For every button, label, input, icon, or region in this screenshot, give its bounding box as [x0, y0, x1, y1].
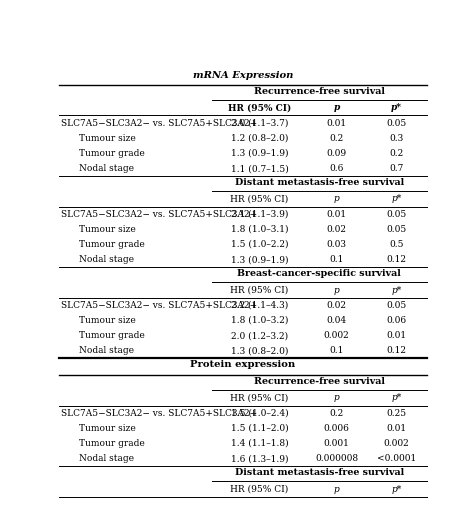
Text: 0.12: 0.12 [386, 346, 406, 356]
Text: Tumour grade: Tumour grade [80, 149, 145, 158]
Text: 0.2: 0.2 [389, 149, 403, 158]
Text: p: p [334, 393, 339, 402]
Text: 0.12: 0.12 [386, 255, 406, 264]
Text: Recurrence-free survival: Recurrence-free survival [254, 87, 384, 95]
Text: 0.04: 0.04 [327, 316, 346, 325]
Text: Tumour grade: Tumour grade [80, 439, 145, 448]
Text: HR (95% CI): HR (95% CI) [230, 195, 289, 203]
Text: 2.1 (1.1–3.9): 2.1 (1.1–3.9) [231, 210, 288, 218]
Text: 1.4 (1.1–1.8): 1.4 (1.1–1.8) [231, 439, 288, 448]
Text: Tumour size: Tumour size [80, 316, 136, 325]
Text: Protein expression: Protein expression [190, 360, 296, 369]
Text: 2.0 (1.2–3.2): 2.0 (1.2–3.2) [231, 331, 288, 340]
Text: 0.2: 0.2 [329, 408, 344, 418]
Text: Tumour size: Tumour size [80, 225, 136, 234]
Text: HR (95% CI): HR (95% CI) [230, 393, 289, 402]
Text: HR (95% CI): HR (95% CI) [230, 285, 289, 295]
Text: p: p [334, 103, 340, 112]
Text: 0.002: 0.002 [324, 331, 349, 340]
Text: 1.1 (0.7–1.5): 1.1 (0.7–1.5) [230, 164, 288, 173]
Text: 0.3: 0.3 [389, 134, 403, 143]
Text: SLC7A5−SLC3A2− vs. SLC7A5+SLC3A2+: SLC7A5−SLC3A2− vs. SLC7A5+SLC3A2+ [61, 408, 257, 418]
Text: 1.3 (0.9–1.9): 1.3 (0.9–1.9) [231, 255, 288, 264]
Text: 1.5 (1.0–2.2): 1.5 (1.0–2.2) [231, 240, 288, 249]
Text: 0.05: 0.05 [386, 301, 406, 310]
Text: p: p [334, 195, 339, 203]
Text: 0.7: 0.7 [389, 164, 403, 173]
Text: 0.02: 0.02 [327, 225, 346, 234]
Text: SLC7A5−SLC3A2− vs. SLC7A5+SLC3A2+: SLC7A5−SLC3A2− vs. SLC7A5+SLC3A2+ [61, 210, 257, 218]
Text: 0.01: 0.01 [386, 331, 406, 340]
Text: 0.01: 0.01 [327, 210, 346, 218]
Text: Distant metastasis-free survival: Distant metastasis-free survival [235, 178, 404, 187]
Text: Tumour grade: Tumour grade [80, 240, 145, 249]
Text: 0.1: 0.1 [329, 255, 344, 264]
Text: p: p [334, 285, 339, 295]
Text: 0.09: 0.09 [327, 149, 346, 158]
Text: 1.5 (1.0–2.4): 1.5 (1.0–2.4) [231, 408, 288, 418]
Text: mRNA Expression: mRNA Expression [193, 72, 293, 80]
Text: p*: p* [391, 393, 401, 402]
Text: p*: p* [391, 195, 401, 203]
Text: p*: p* [391, 485, 401, 494]
Text: Breast-cancer-specific survival: Breast-cancer-specific survival [237, 269, 401, 278]
Text: SLC7A5−SLC3A2− vs. SLC7A5+SLC3A2+: SLC7A5−SLC3A2− vs. SLC7A5+SLC3A2+ [61, 118, 257, 128]
Text: 0.25: 0.25 [386, 408, 406, 418]
Text: 0.05: 0.05 [386, 210, 406, 218]
Text: 1.5 (1.1–2.0): 1.5 (1.1–2.0) [231, 424, 288, 433]
Text: 0.002: 0.002 [383, 439, 409, 448]
Text: 0.05: 0.05 [386, 225, 406, 234]
Text: Distant metastasis-free survival: Distant metastasis-free survival [235, 468, 404, 477]
Text: p: p [334, 485, 339, 494]
Text: Recurrence-free survival: Recurrence-free survival [254, 377, 384, 386]
Text: Nodal stage: Nodal stage [80, 454, 135, 463]
Text: 0.03: 0.03 [327, 240, 346, 249]
Text: 1.8 (1.0–3.1): 1.8 (1.0–3.1) [231, 225, 288, 234]
Text: 0.006: 0.006 [324, 424, 349, 433]
Text: HR (95% CI): HR (95% CI) [228, 103, 291, 112]
Text: 0.02: 0.02 [327, 301, 346, 310]
Text: 0.000008: 0.000008 [315, 454, 358, 463]
Text: 0.6: 0.6 [329, 164, 344, 173]
Text: 1.8 (1.0–3.2): 1.8 (1.0–3.2) [231, 316, 288, 325]
Text: Tumour size: Tumour size [80, 134, 136, 143]
Text: 0.01: 0.01 [327, 118, 346, 128]
Text: 1.2 (0.8–2.0): 1.2 (0.8–2.0) [231, 134, 288, 143]
Text: <0.0001: <0.0001 [377, 454, 416, 463]
Text: 1.6 (1.3–1.9): 1.6 (1.3–1.9) [231, 454, 288, 463]
Text: 0.06: 0.06 [386, 316, 406, 325]
Text: p*: p* [391, 103, 402, 112]
Text: 2.0 (1.1–3.7): 2.0 (1.1–3.7) [231, 118, 288, 128]
Text: Nodal stage: Nodal stage [80, 164, 135, 173]
Text: 1.3 (0.9–1.9): 1.3 (0.9–1.9) [231, 149, 288, 158]
Text: 0.5: 0.5 [389, 240, 403, 249]
Text: 1.3 (0.8–2.0): 1.3 (0.8–2.0) [231, 346, 288, 356]
Text: HR (95% CI): HR (95% CI) [230, 485, 289, 494]
Text: Tumour size: Tumour size [80, 424, 136, 433]
Text: 2.2 (1.1–4.3): 2.2 (1.1–4.3) [231, 301, 288, 310]
Text: Tumour grade: Tumour grade [80, 331, 145, 340]
Text: 0.001: 0.001 [324, 439, 349, 448]
Text: 0.01: 0.01 [386, 424, 406, 433]
Text: 0.05: 0.05 [386, 118, 406, 128]
Text: SLC7A5−SLC3A2− vs. SLC7A5+SLC3A2+: SLC7A5−SLC3A2− vs. SLC7A5+SLC3A2+ [61, 301, 257, 310]
Text: Nodal stage: Nodal stage [80, 255, 135, 264]
Text: 0.2: 0.2 [329, 134, 344, 143]
Text: Nodal stage: Nodal stage [80, 346, 135, 356]
Text: 0.1: 0.1 [329, 346, 344, 356]
Text: p*: p* [391, 285, 401, 295]
